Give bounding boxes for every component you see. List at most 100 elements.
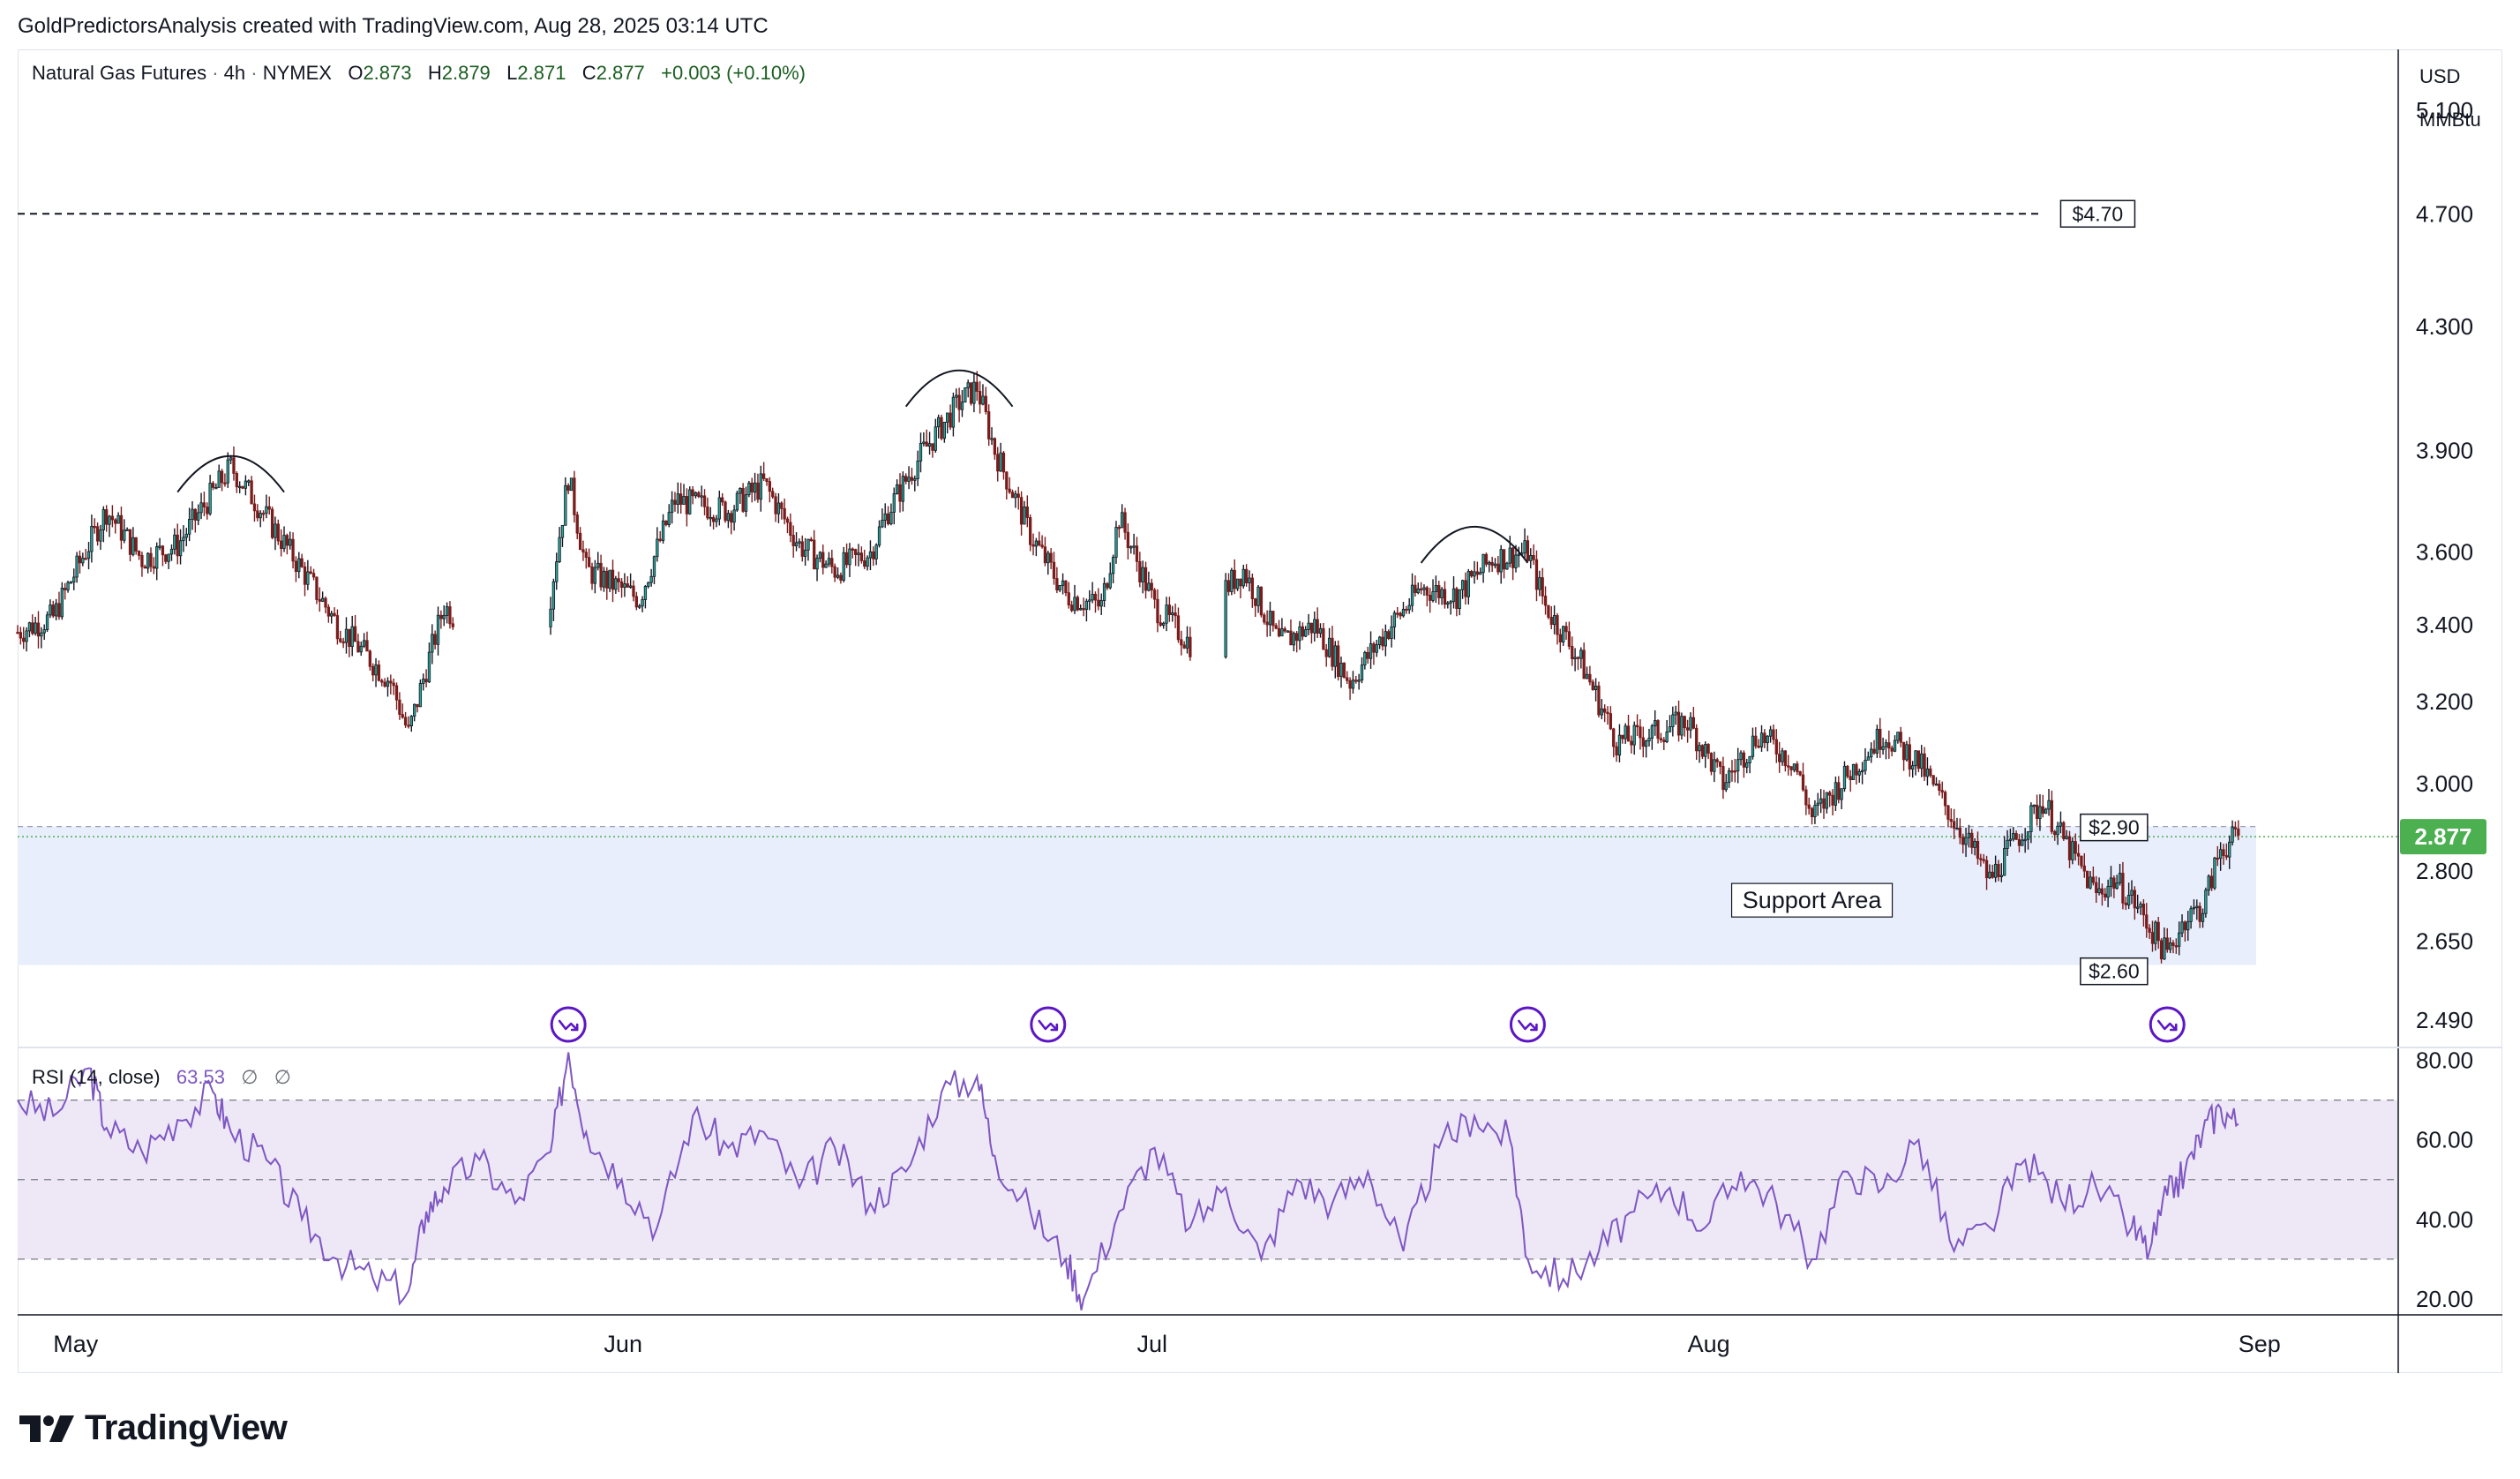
candle-body <box>2156 921 2160 942</box>
candle <box>1147 571 1151 592</box>
candle-body <box>1647 737 1651 742</box>
candle <box>36 611 41 649</box>
candle <box>1259 586 1264 618</box>
candle <box>69 581 73 584</box>
candle <box>1549 605 1553 630</box>
candle <box>250 476 253 505</box>
candle-body <box>2006 839 2009 849</box>
candle <box>1718 761 1722 775</box>
candle <box>2178 921 2181 956</box>
candle-body <box>182 537 185 542</box>
candle <box>1571 636 1574 666</box>
candle-body <box>611 569 615 590</box>
candle <box>114 518 117 534</box>
candle <box>721 492 724 507</box>
candle-body <box>839 574 843 581</box>
candle <box>643 584 648 609</box>
candle <box>2044 807 2048 815</box>
candle-body <box>711 516 716 522</box>
candle-body <box>371 665 375 676</box>
candle-body <box>1348 679 1352 689</box>
candle-body <box>1244 568 1249 584</box>
candle-body <box>806 538 810 551</box>
candle <box>996 447 1000 482</box>
candle-body <box>1842 765 1847 790</box>
candle-body <box>1615 746 1618 756</box>
candle <box>1840 788 1843 809</box>
candle-body <box>1093 593 1098 601</box>
tradingview-logo[interactable]: TradingView <box>19 1408 288 1448</box>
candle-body <box>1946 805 1950 820</box>
candle <box>1748 755 1751 774</box>
candle-body <box>1250 577 1254 599</box>
candle <box>611 559 615 603</box>
candle-body <box>1700 745 1705 757</box>
candle-body <box>1360 664 1364 681</box>
candle-body <box>771 491 775 498</box>
candle-body <box>1481 553 1485 574</box>
rsi-tick-label: 60.00 <box>2416 1127 2473 1153</box>
candle-body <box>2121 873 2125 904</box>
candle-body <box>925 441 928 447</box>
candle <box>881 508 884 529</box>
candle-body <box>1887 742 1891 749</box>
candle-body <box>608 569 611 589</box>
candle-body <box>95 526 100 542</box>
candle-body <box>1964 837 1968 845</box>
candle-body <box>2136 906 2140 909</box>
candle <box>1695 724 1699 761</box>
candle-body <box>632 585 635 597</box>
candle-body <box>1369 643 1373 659</box>
candle-body <box>551 581 556 610</box>
candle <box>886 506 890 526</box>
candle <box>2023 828 2027 853</box>
candle-body <box>673 499 677 505</box>
candle <box>1405 605 1408 614</box>
candle-body <box>859 552 864 561</box>
legend-low: 2.871 <box>517 62 566 84</box>
candle <box>1052 552 1056 585</box>
currency-label: USD <box>2419 65 2460 87</box>
candle-body <box>274 523 277 538</box>
candle-body <box>1040 544 1044 548</box>
candle <box>1721 756 1725 800</box>
candle <box>1943 790 1947 815</box>
candle <box>839 572 843 584</box>
candle <box>1556 612 1559 645</box>
candle-body <box>1316 619 1319 634</box>
candle <box>362 633 366 649</box>
candle <box>176 523 179 565</box>
candle-body <box>785 518 790 523</box>
candle-body <box>1603 708 1607 713</box>
candle-body <box>679 493 683 505</box>
candle <box>448 601 452 629</box>
legend-symbol[interactable]: Natural Gas Futures <box>32 62 207 84</box>
candle-body <box>1384 631 1387 647</box>
candle-body <box>1256 586 1260 606</box>
legend-interval[interactable]: 4h <box>223 62 246 84</box>
candle <box>555 552 559 590</box>
candle-body <box>380 679 384 683</box>
candle <box>940 414 943 441</box>
candle-body <box>1733 770 1736 773</box>
candle-body <box>765 477 769 483</box>
candle <box>673 492 677 512</box>
candle-body <box>75 555 79 578</box>
candle <box>785 516 790 534</box>
candle-body <box>2237 829 2240 836</box>
candle <box>2017 833 2021 852</box>
candle <box>45 611 49 632</box>
candle <box>178 529 183 565</box>
candle <box>1304 626 1308 638</box>
candle <box>1046 551 1050 575</box>
candle <box>2056 822 2059 845</box>
candle-body <box>573 477 576 515</box>
candle <box>569 477 574 492</box>
candle <box>1034 537 1039 557</box>
rsi-legend-name[interactable]: RSI <box>32 1066 64 1088</box>
candle-body <box>1538 577 1541 590</box>
candle-body <box>1429 595 1432 601</box>
candle <box>1742 750 1746 778</box>
candle <box>1156 589 1159 633</box>
